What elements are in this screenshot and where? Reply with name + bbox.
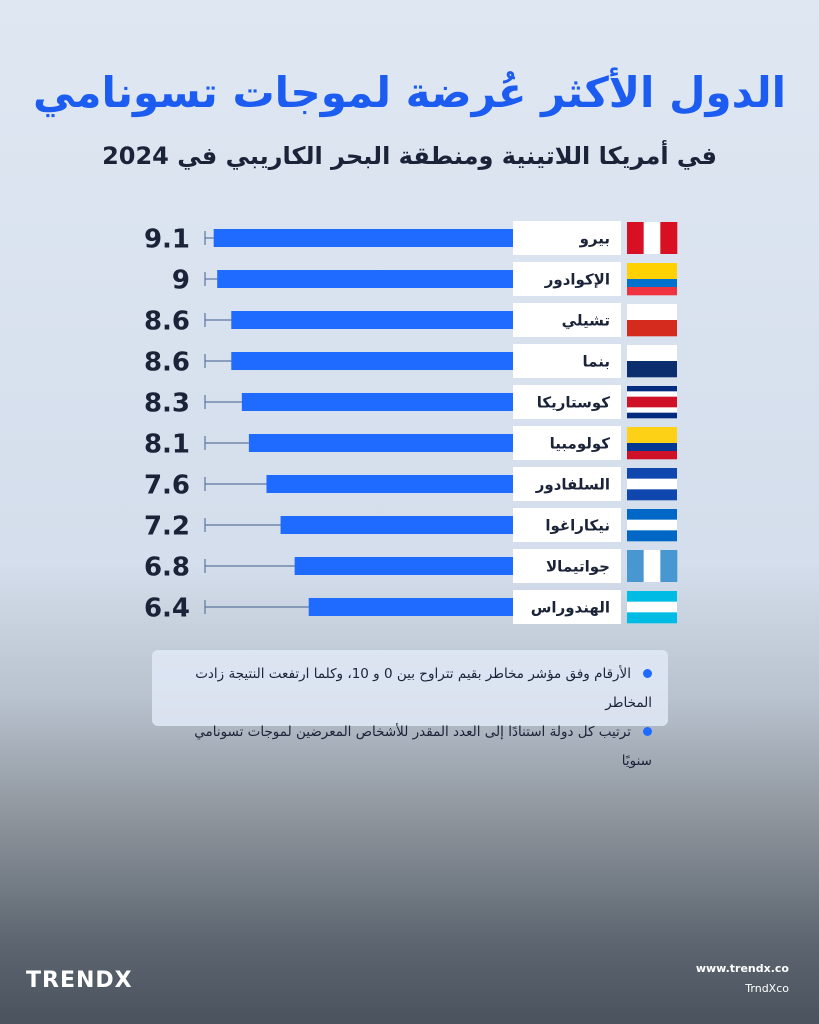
- category-label: نيكاراغوا: [545, 517, 610, 535]
- category-label: بنما: [583, 353, 610, 371]
- bar: [241, 393, 534, 411]
- value-label: 7.2: [144, 512, 190, 542]
- label-box: [513, 303, 621, 337]
- value-label: 7.6: [144, 471, 190, 501]
- flag-stripe: [627, 386, 677, 392]
- flag-stripe: [643, 222, 661, 254]
- flag-stripe: [627, 519, 677, 531]
- flag-stripe: [627, 279, 677, 288]
- flag-stripe: [660, 550, 678, 582]
- bar: [213, 229, 534, 247]
- label-box: [513, 344, 621, 378]
- label-box: [513, 221, 621, 255]
- flag-stripe: [627, 263, 677, 280]
- notes-box: الأرقام وفق مؤشر مخاطر بقيم تتراوح بين 0…: [152, 650, 668, 769]
- flag-stripe: [627, 407, 677, 413]
- flag-stripe: [627, 591, 677, 602]
- category-label: بيرو: [579, 230, 610, 248]
- flag-stripe: [627, 509, 677, 520]
- flag-stripe: [627, 612, 677, 624]
- bar: [248, 434, 534, 452]
- value-label: 8.3: [144, 389, 190, 419]
- bar: [217, 270, 534, 288]
- category-label: السلفادور: [535, 476, 610, 494]
- value-label: 8.1: [144, 430, 190, 460]
- flag-stripe: [627, 287, 677, 296]
- flag-stripe: [627, 304, 677, 321]
- note: ترتيب كل دولة استنادًا إلى العدد المقدر …: [168, 718, 652, 776]
- bar: [280, 516, 534, 534]
- label-box: [513, 426, 621, 460]
- flag-stripe: [627, 222, 644, 254]
- label-box: [513, 467, 621, 501]
- flag-stripe: [627, 345, 677, 362]
- value-label: 8.6: [144, 348, 190, 378]
- flag-stripe: [627, 601, 677, 613]
- bar: [266, 475, 534, 493]
- bar: [294, 557, 534, 575]
- flag-stripe: [627, 320, 677, 337]
- category-label: تشيلي: [562, 312, 610, 330]
- flag-stripe: [627, 530, 677, 542]
- flag-stripe: [627, 391, 677, 397]
- bar: [308, 598, 534, 616]
- value-label: 6.8: [144, 553, 190, 583]
- flag-stripe: [627, 361, 677, 378]
- flag-stripe: [627, 412, 677, 419]
- note: الأرقام وفق مؤشر مخاطر بقيم تتراوح بين 0…: [168, 660, 652, 718]
- website: www.trendx.co: [695, 962, 789, 975]
- flag-stripe: [627, 451, 677, 460]
- label-box: [513, 262, 621, 296]
- flag-stripe: [660, 222, 678, 254]
- bar: [231, 311, 534, 329]
- category-label: الإكوادور: [544, 271, 610, 289]
- flag-stripe: [627, 396, 677, 408]
- category-label: كوستاريكا: [537, 394, 611, 412]
- category-label: الهندوراس: [531, 599, 610, 617]
- flag-stripe: [627, 443, 677, 452]
- label-box: [513, 549, 621, 583]
- category-label: جواتيمالا: [546, 558, 610, 576]
- flag-stripe: [627, 427, 677, 444]
- value-label: 9.1: [144, 225, 190, 255]
- social-handle: TrndXco: [745, 982, 789, 995]
- chart-subtitle: في أمريكا اللاتينية ومنطقة البحر الكاريب…: [102, 142, 717, 170]
- flag-stripe: [627, 468, 677, 479]
- label-box: [513, 385, 621, 419]
- chart-title: الدول الأكثر عُرضة لموجات تسونامي: [32, 68, 787, 117]
- flag-stripe: [627, 489, 677, 501]
- flag-stripe: [627, 478, 677, 490]
- value-label: 8.6: [144, 307, 190, 337]
- label-box: [513, 590, 621, 624]
- value-label: 9: [172, 266, 190, 296]
- value-label: 6.4: [144, 594, 190, 624]
- brand: TRENDX: [26, 968, 133, 993]
- category-label: كولومبيا: [550, 435, 611, 453]
- flag-stripe: [643, 550, 661, 582]
- label-box: [513, 508, 621, 542]
- flag-stripe: [627, 550, 644, 582]
- bar: [231, 352, 534, 370]
